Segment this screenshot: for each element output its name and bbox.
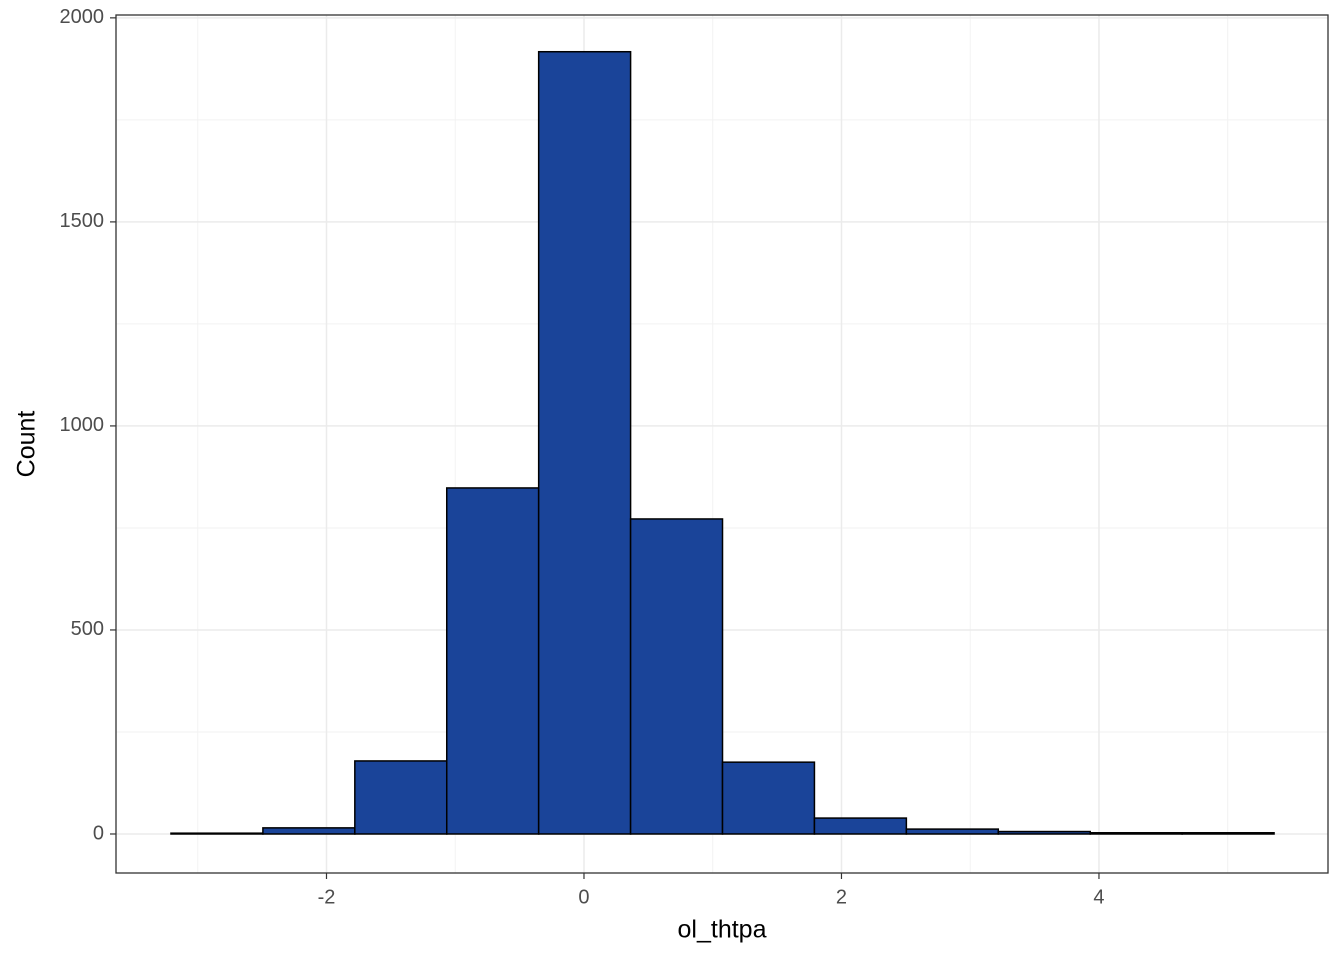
y-tick-label: 1000	[60, 414, 105, 436]
bar	[721, 761, 816, 835]
bar	[1181, 832, 1275, 835]
y-tick-label: 500	[71, 618, 104, 640]
x-tick-label: -2	[318, 886, 336, 908]
bar	[262, 827, 356, 835]
bar	[354, 760, 448, 835]
bar	[170, 832, 264, 835]
x-tick-label: 2	[836, 886, 847, 908]
bar	[537, 50, 632, 835]
y-tick-label: 1500	[60, 210, 105, 232]
x-tick-label: 0	[578, 886, 589, 908]
panel-border	[115, 14, 1329, 874]
bar	[1089, 832, 1183, 835]
x-tick-label: 4	[1093, 886, 1104, 908]
bars	[170, 50, 1275, 835]
y-tick-label: 2000	[60, 6, 105, 28]
y-tick-label: 0	[93, 822, 104, 844]
x-axis-title: ol_thtpa	[678, 916, 767, 944]
bar	[629, 518, 724, 835]
bar	[813, 817, 908, 835]
bar	[445, 487, 540, 835]
bar	[997, 830, 1091, 835]
y-axis-title: Count	[13, 411, 41, 478]
bar	[905, 828, 1000, 835]
